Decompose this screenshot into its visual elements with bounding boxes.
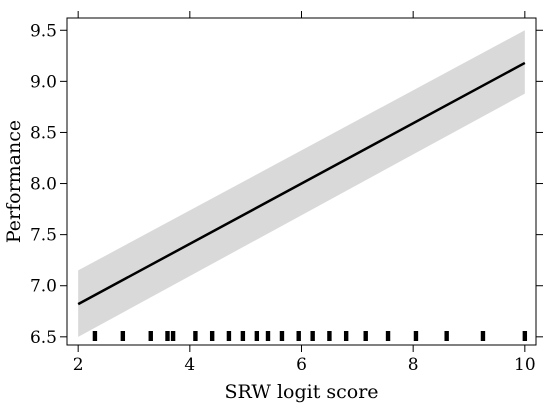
rug-mark <box>444 331 449 341</box>
y-tick-label: 8.5 <box>30 123 57 143</box>
x-tick-label: 2 <box>73 355 84 375</box>
rug-mark <box>343 331 349 341</box>
y-axis-title: Performance <box>3 120 25 243</box>
x-tick-label: 8 <box>408 355 419 375</box>
rug-mark <box>363 331 368 341</box>
rug-mark <box>413 331 419 341</box>
rug-mark <box>226 331 232 341</box>
rug-mark <box>327 331 332 341</box>
rug-mark <box>120 331 126 341</box>
rug-mark <box>480 331 486 341</box>
rug-mark <box>279 331 285 341</box>
rug-mark <box>254 331 260 341</box>
rug-mark <box>240 331 246 341</box>
rug-layer <box>92 331 528 341</box>
y-tick-label: 6.5 <box>30 328 57 348</box>
x-axis-title: SRW logit score <box>224 381 378 403</box>
rug-mark <box>170 331 176 341</box>
fit-line <box>77 61 526 306</box>
x-tick-label: 4 <box>184 355 195 375</box>
y-tick-label: 7.0 <box>30 277 57 297</box>
x-tick-label: 10 <box>514 355 536 375</box>
rug-mark <box>522 331 528 341</box>
y-tick-label: 9.0 <box>30 72 57 92</box>
x-tick-label: 6 <box>296 355 307 375</box>
y-tick-label: 7.5 <box>30 226 57 246</box>
axis-layer: 2 4 6 8 10 6.5 7.0 7.5 8.0 8.5 9.0 9.5 <box>30 11 543 375</box>
y-tick-label: 9.5 <box>30 21 57 41</box>
fit-line-layer <box>77 61 526 306</box>
y-tick-label: 8.0 <box>30 175 57 195</box>
rug-mark <box>148 331 153 341</box>
rug-mark <box>265 331 271 341</box>
rug-mark <box>92 331 98 341</box>
rug-mark <box>310 331 315 341</box>
rug-mark <box>296 331 301 341</box>
rug-mark <box>193 331 198 341</box>
rug-mark <box>165 331 170 341</box>
rug-mark <box>209 331 215 341</box>
rug-mark <box>385 331 391 341</box>
